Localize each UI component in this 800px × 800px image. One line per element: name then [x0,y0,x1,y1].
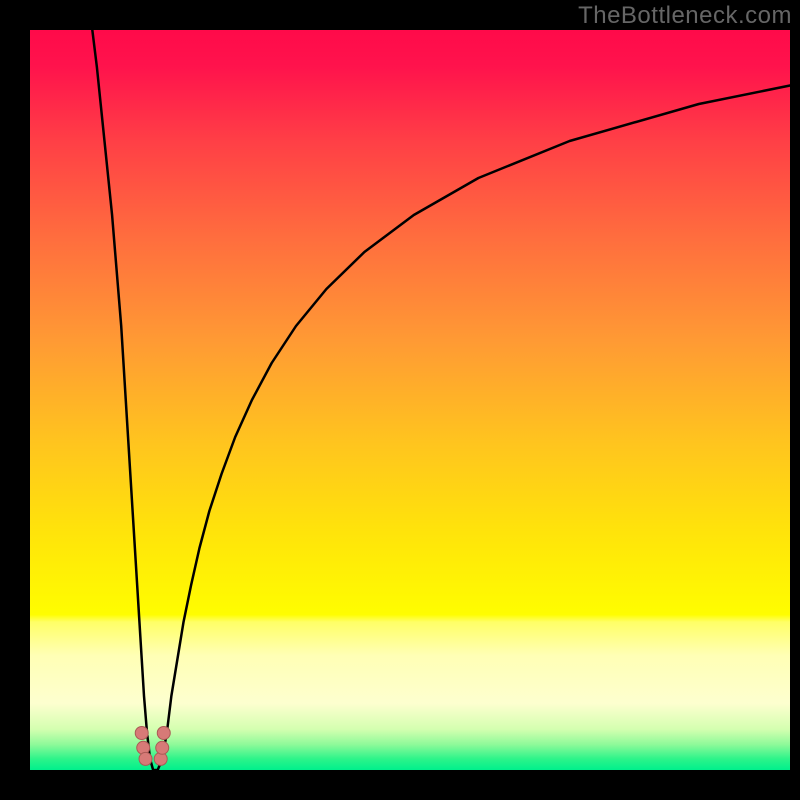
curve-marker [139,752,152,765]
curve-marker [157,727,170,740]
curve-marker [156,741,169,754]
chart-container: { "watermark": { "text": "TheBottleneck.… [0,0,800,800]
bottleneck-chart [0,0,800,800]
watermark-text: TheBottleneck.com [578,2,792,30]
curve-marker [135,727,148,740]
